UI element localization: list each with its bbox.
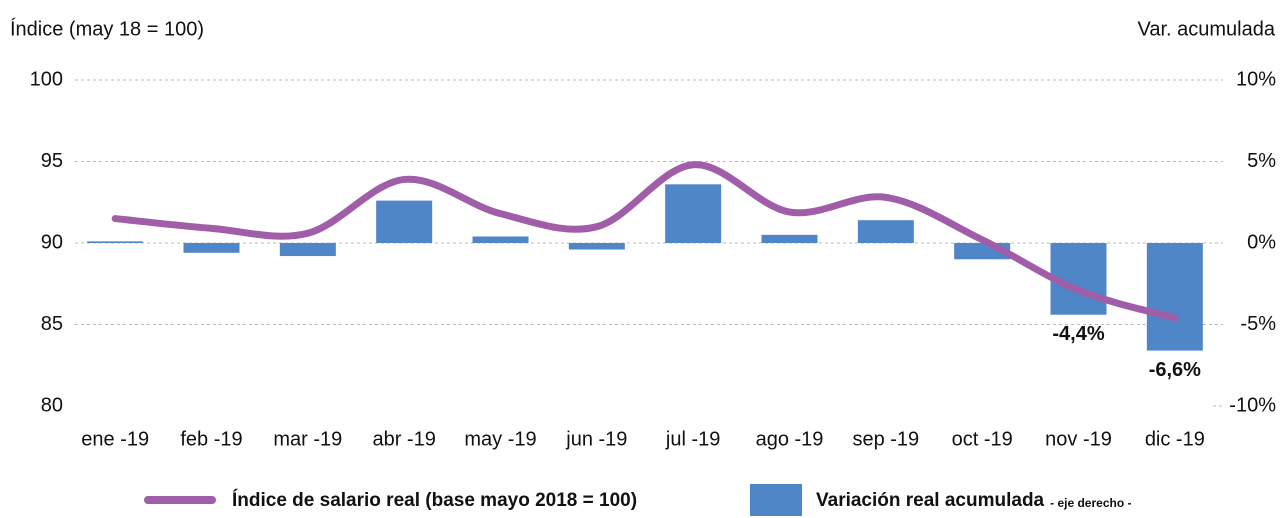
bar <box>568 243 625 250</box>
x-tick-label: mar -19 <box>273 428 342 450</box>
x-tick-label: sep -19 <box>852 428 919 450</box>
y-tick-label: 100 <box>30 68 63 90</box>
y2-tick-label: 0% <box>1247 231 1276 253</box>
y-tick-label: 90 <box>41 231 63 253</box>
y-tick-label: 85 <box>41 313 63 335</box>
y2-tick-label: 5% <box>1247 150 1276 172</box>
bar <box>472 236 529 243</box>
x-tick-label: jun -19 <box>565 428 627 450</box>
bar <box>665 184 722 243</box>
y-tick-label: 80 <box>41 394 63 416</box>
x-tick-label: may -19 <box>464 428 536 450</box>
y2-tick-label: -10% <box>1229 394 1276 416</box>
x-tick-label: jul -19 <box>665 428 720 450</box>
data-label: -6,6% <box>1149 359 1201 381</box>
bar <box>279 243 336 257</box>
x-tick-label: dic -19 <box>1145 428 1205 450</box>
x-tick-label: ago -19 <box>756 428 824 450</box>
x-tick-label: abr -19 <box>372 428 435 450</box>
bar <box>857 220 914 243</box>
legend-label: Índice de salario real (base mayo 2018 =… <box>232 489 637 511</box>
bar <box>376 200 433 243</box>
data-label: -4,4% <box>1052 323 1104 345</box>
y2-tick-label: -5% <box>1240 313 1276 335</box>
y-axis-label: Índice (may 18 = 100) <box>10 17 204 40</box>
bar <box>183 243 240 253</box>
bar <box>87 241 144 243</box>
y2-axis-label: Var. acumulada <box>1138 18 1276 40</box>
bar <box>1146 243 1203 351</box>
legend-note: - eje derecho - <box>1050 496 1131 510</box>
y2-tick-label: 10% <box>1236 68 1276 90</box>
legend-label: Variación real acumulada <box>816 490 1045 511</box>
legend-swatch <box>750 484 802 516</box>
x-tick-label: ene -19 <box>81 428 149 450</box>
y-tick-label: 95 <box>41 150 63 172</box>
x-tick-label: nov -19 <box>1045 428 1112 450</box>
line <box>111 161 1179 322</box>
x-tick-label: oct -19 <box>952 428 1013 450</box>
x-tick-label: feb -19 <box>180 428 242 450</box>
bar <box>761 234 818 243</box>
